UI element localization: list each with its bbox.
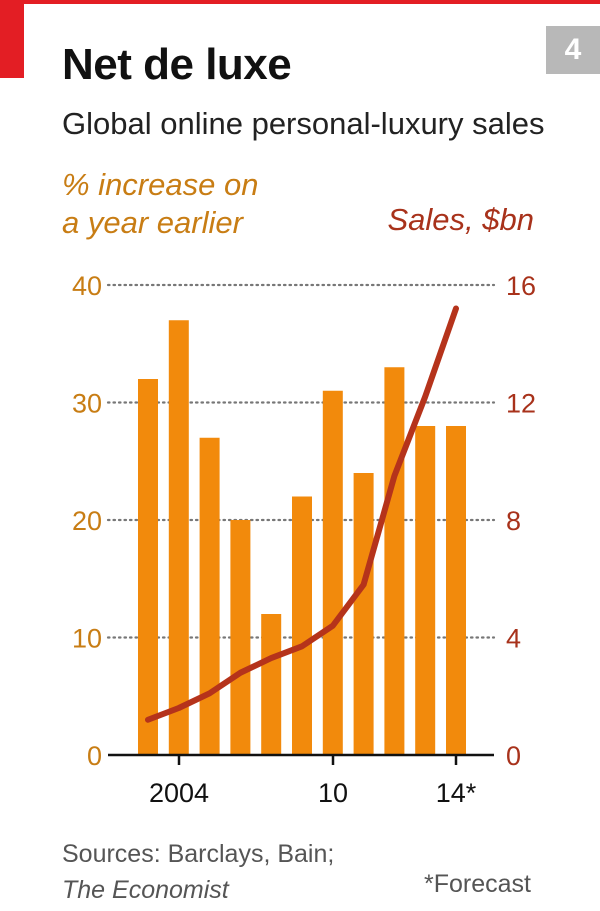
sources-line-2: The Economist xyxy=(62,876,229,904)
x-tick-label: 14* xyxy=(436,778,477,808)
bar-2009 xyxy=(292,496,312,755)
bar-2010 xyxy=(322,390,343,755)
page-number-badge: 4 xyxy=(546,26,600,74)
bar-2013 xyxy=(415,426,436,755)
bar-2008 xyxy=(261,614,282,755)
sources-line-1: Sources: Barclays, Bain; xyxy=(62,840,335,868)
bar-2006 xyxy=(199,437,220,755)
left-axis-label-line2: a year earlier xyxy=(62,205,243,240)
forecast-footnote: *Forecast xyxy=(424,870,531,898)
right-tick-label: 12 xyxy=(506,389,536,419)
bar-2007 xyxy=(230,520,251,755)
axis-layer: 0 10 20 30 40 0 4 8 12 16 2004 10 14* xyxy=(72,271,536,808)
dual-axis-chart: 0 10 20 30 40 0 4 8 12 16 2004 10 14* xyxy=(72,271,536,808)
left-tick-label: 40 xyxy=(72,271,102,301)
red-accent-tab xyxy=(0,0,24,78)
bar-2004 xyxy=(138,379,158,755)
right-tick-label: 0 xyxy=(506,741,521,771)
chart-subtitle: Global online personal-luxury sales xyxy=(62,106,545,141)
left-axis-label: % increase on a year earlier xyxy=(62,166,258,242)
bar-2011 xyxy=(353,473,374,755)
right-tick-label: 16 xyxy=(506,271,536,301)
left-axis-label-line1: % increase on xyxy=(62,167,259,202)
right-tick-label: 4 xyxy=(506,624,521,654)
x-tick-label: 10 xyxy=(318,778,348,808)
top-rule xyxy=(0,0,600,4)
left-tick-label: 0 xyxy=(87,741,102,771)
right-axis-label: Sales, $bn xyxy=(387,202,535,237)
bar-2005 xyxy=(168,320,189,755)
line-series xyxy=(145,305,459,723)
sources-note: Sources: Barclays, Bain; The Economist xyxy=(62,836,334,908)
right-tick-label: 8 xyxy=(506,506,521,536)
sales-line xyxy=(145,305,459,723)
bar-2014* xyxy=(446,426,466,755)
chart-title: Net de luxe xyxy=(62,40,292,89)
left-tick-label: 10 xyxy=(72,624,102,654)
left-tick-label: 20 xyxy=(72,506,102,536)
x-tick-label: 2004 xyxy=(149,778,209,808)
left-tick-label: 30 xyxy=(72,389,102,419)
bar-series xyxy=(138,320,466,755)
bar-2012 xyxy=(384,367,405,755)
